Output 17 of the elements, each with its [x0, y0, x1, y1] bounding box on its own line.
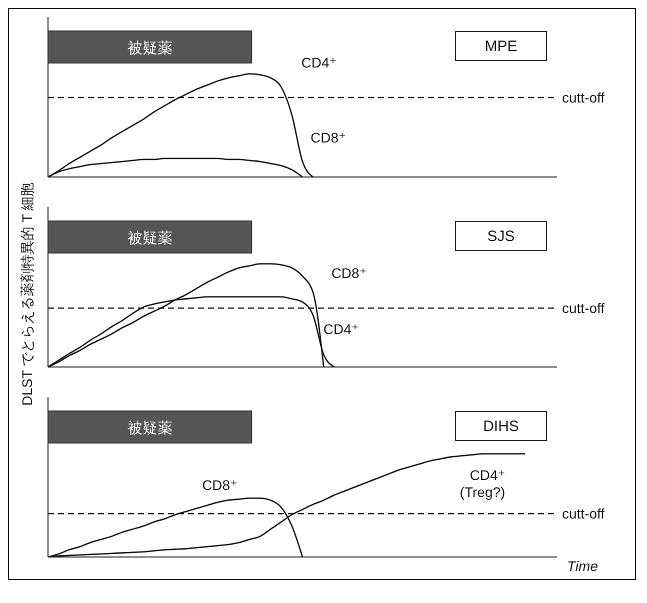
- ref-line-label: cutt-off: [562, 506, 605, 522]
- y-axis-title: DLST でとらえる薬剤特異的 T 細胞: [19, 182, 36, 406]
- ref-line-label: cutt-off: [562, 300, 605, 316]
- chart-title: SJS: [455, 221, 547, 251]
- series-label: CD4⁺ (Treg?): [460, 466, 506, 500]
- text: 被疑薬: [127, 230, 172, 247]
- x-axis-title: Time: [567, 558, 598, 574]
- series-label: CD4⁺: [323, 321, 359, 338]
- chart-title: DIHS: [455, 411, 547, 441]
- series-label: CD4⁺: [301, 54, 337, 71]
- text: CD8⁺: [310, 129, 346, 146]
- text: 被疑薬: [127, 420, 172, 437]
- series-label: CD8⁺: [331, 265, 367, 282]
- series-label: CD8⁺: [202, 477, 238, 494]
- ref-line-label: cutt-off: [562, 89, 605, 106]
- chart-title: MPE: [455, 31, 547, 61]
- text: 被疑薬: [127, 40, 172, 57]
